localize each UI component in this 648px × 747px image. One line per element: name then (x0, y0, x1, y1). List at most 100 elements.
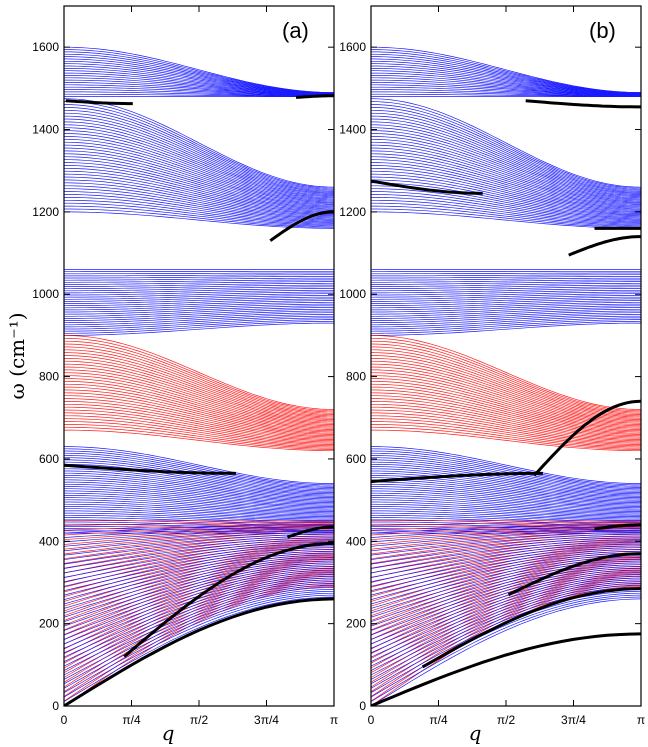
band-line (64, 360, 334, 422)
y-tick-label: 1000 (339, 287, 366, 301)
band-line (371, 312, 641, 324)
band-line (371, 107, 641, 191)
band-line (64, 392, 334, 435)
band-line (64, 587, 334, 680)
band-line (371, 49, 641, 94)
band-line (64, 115, 334, 194)
band-line (64, 488, 334, 509)
band-line (371, 418, 641, 447)
band-line (64, 472, 334, 500)
band-line (371, 314, 641, 326)
x-tick-label: π/2 (190, 713, 209, 727)
band-line (371, 375, 641, 428)
band-line (371, 448, 641, 486)
band-line (371, 288, 641, 294)
band-line (371, 303, 641, 313)
band-line (64, 571, 334, 645)
panel-label: (a) (282, 18, 309, 43)
band-line (371, 525, 641, 536)
band-line (371, 315, 641, 328)
band-3 (64, 335, 334, 452)
band-line (371, 60, 641, 94)
band-line (64, 197, 334, 224)
band-line (64, 182, 334, 219)
band-line (64, 562, 334, 623)
edge-mode-0 (371, 179, 483, 195)
band-line (371, 355, 641, 419)
edge-mode-4 (64, 597, 334, 706)
band-line (64, 335, 334, 410)
band-line (64, 159, 334, 210)
band-line (371, 159, 641, 210)
band-line (371, 156, 641, 209)
band-line (64, 165, 334, 212)
band-line (371, 301, 641, 311)
band-line (371, 197, 641, 224)
band-line (371, 577, 641, 658)
band-line (64, 486, 334, 507)
band-line (371, 65, 641, 95)
band-line (64, 79, 334, 96)
band-line (64, 409, 334, 443)
band-line (64, 461, 334, 493)
band-line (64, 202, 334, 226)
band-line (371, 530, 641, 547)
band-line (371, 298, 641, 307)
band-line (371, 286, 641, 292)
band-4 (371, 446, 641, 534)
band-line (371, 153, 641, 208)
band-line (64, 176, 334, 217)
band-line (371, 296, 641, 304)
band-line (371, 576, 641, 678)
band-line (371, 566, 641, 631)
band-line (371, 282, 641, 287)
band-line (64, 104, 334, 190)
band-line (371, 392, 641, 435)
band-line (64, 130, 334, 200)
band-line (371, 446, 641, 484)
band-line (371, 524, 641, 534)
band-line (371, 79, 641, 96)
band-line (64, 524, 334, 534)
band-line (371, 272, 641, 275)
band-line (64, 277, 334, 281)
band-line (64, 389, 334, 434)
band-line (371, 284, 641, 290)
band-line (371, 53, 641, 94)
band-line (371, 492, 641, 511)
band-line (64, 312, 334, 324)
edge-mode-3 (64, 463, 236, 475)
band-line (64, 589, 334, 685)
band-line (64, 109, 334, 192)
band-line (64, 156, 334, 209)
band-line (64, 581, 334, 667)
band-1 (64, 98, 334, 229)
band-line (64, 205, 334, 227)
band-line (64, 528, 334, 545)
band-line (64, 366, 334, 424)
x-tick-label: 3π/4 (561, 713, 586, 727)
band-line (64, 497, 334, 514)
band-line (64, 590, 334, 689)
band-line (64, 127, 334, 199)
band-line (64, 337, 334, 412)
band-line (371, 144, 641, 205)
band-line (371, 133, 641, 201)
band-line (371, 514, 641, 524)
band-line (64, 281, 334, 285)
band-line (371, 138, 641, 203)
band-line (371, 590, 641, 689)
band-line (371, 468, 641, 497)
band-line (64, 577, 334, 658)
band-line (64, 315, 334, 328)
band-line (64, 56, 334, 94)
y-tick-label: 1200 (32, 205, 59, 219)
band-line (64, 459, 334, 492)
band-line (64, 545, 334, 583)
band-line (64, 596, 334, 702)
band-line (371, 346, 641, 415)
band-line (64, 298, 334, 307)
band-line (64, 557, 334, 626)
band-line (371, 279, 641, 283)
band-line (64, 528, 334, 543)
